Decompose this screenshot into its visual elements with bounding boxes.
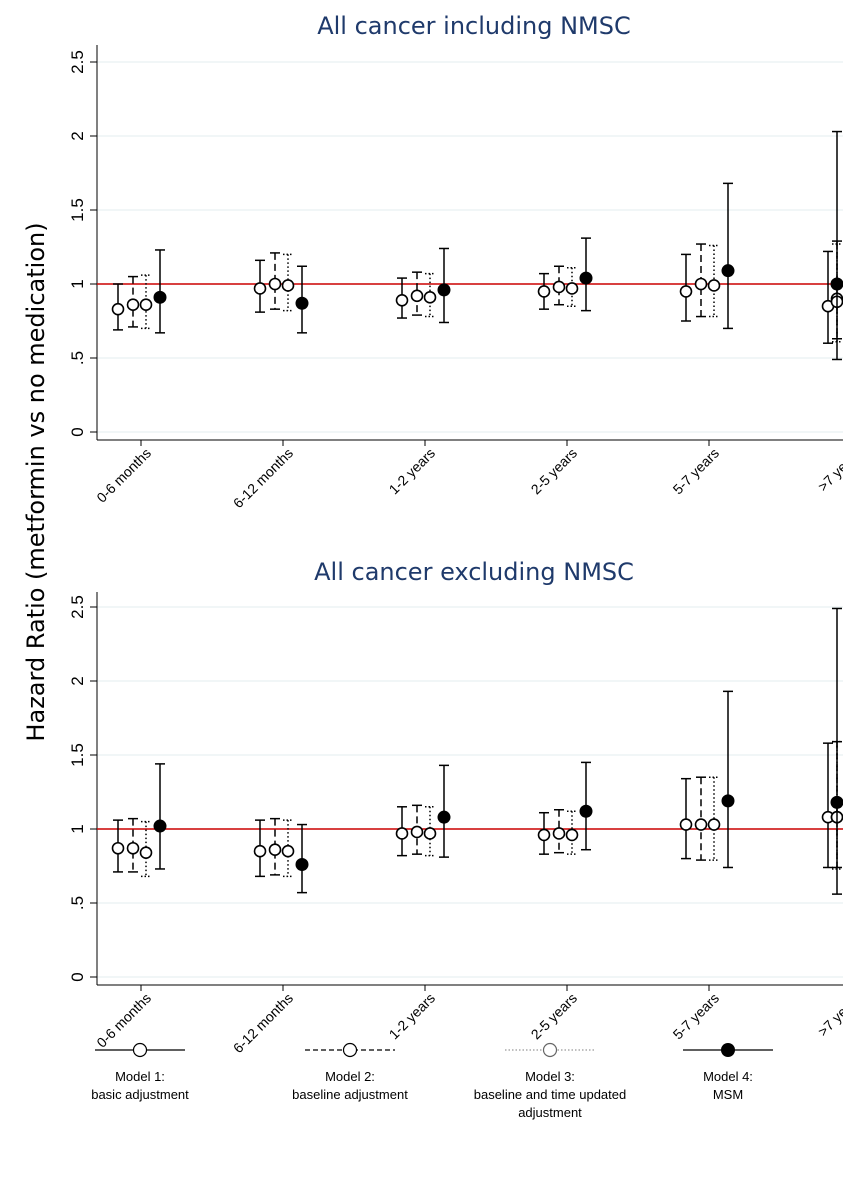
point-estimate <box>565 828 579 842</box>
y-tick-label: 2 <box>68 676 87 685</box>
x-tick-label: >7 years <box>815 990 843 1040</box>
legend-marker <box>132 1042 148 1058</box>
legend-label: Model 3: baseline and time updated adjustm… <box>474 1069 627 1120</box>
point-estimate <box>552 827 566 840</box>
x-tick-label: 0-6 months <box>93 990 154 1051</box>
point-estimate <box>253 282 267 295</box>
point-estimate <box>268 843 282 857</box>
point-estimate <box>281 844 295 858</box>
x-tick-label: 1-2 years <box>386 990 439 1043</box>
point-estimate <box>153 290 167 304</box>
y-tick-label: 1 <box>68 824 87 833</box>
point-estimate <box>694 277 708 291</box>
point-estimate <box>579 804 593 818</box>
y-tick-label: 2 <box>68 131 87 140</box>
legend: Model 1: basic adjustment Model 2: baseline… <box>91 1042 773 1120</box>
point-estimate <box>139 298 153 312</box>
x-tick-label: 5-7 years <box>670 445 723 498</box>
point-estimate <box>268 277 282 291</box>
point-estimate <box>537 285 551 298</box>
y-tick-label: 1.5 <box>68 743 87 767</box>
y-tick-label: 1 <box>68 279 87 288</box>
legend-label: Model 2: baseline adjustment <box>292 1069 408 1102</box>
point-estimate <box>437 283 451 297</box>
y-axis-label: Hazard Ratio (metformin vs no medication… <box>22 222 50 741</box>
panel-title: All cancer excluding NMSC <box>314 558 634 586</box>
x-tick-label: 1-2 years <box>386 445 439 498</box>
x-tick-label: 5-7 years <box>670 990 723 1043</box>
point-estimate <box>423 291 437 304</box>
panel-including-nmsc: All cancer including NMSC 0 .5 1 1.5 2 2.5 0-6… <box>68 12 843 511</box>
point-estimate <box>437 810 451 824</box>
legend-label: Model 1: basic adjustment <box>91 1069 189 1102</box>
y-tick-label: 0 <box>68 427 87 436</box>
legend-marker <box>721 1043 735 1057</box>
point-estimate <box>679 818 693 831</box>
legend-label: Model 4: MSM <box>703 1069 753 1102</box>
point-estimate <box>552 280 566 294</box>
point-estimate <box>707 279 721 292</box>
point-estimate <box>579 271 593 285</box>
legend-marker <box>542 1042 558 1058</box>
point-estimate <box>395 827 409 840</box>
point-estimate <box>126 298 140 312</box>
point-estimate <box>410 289 424 303</box>
point-estimate <box>707 818 721 831</box>
x-tick-label: 2-5 years <box>528 990 581 1043</box>
point-estimate <box>253 844 267 858</box>
point-estimate <box>830 795 843 809</box>
panel-title: All cancer including NMSC <box>317 12 631 40</box>
legend-marker <box>342 1042 358 1058</box>
point-estimate <box>721 264 735 278</box>
point-estimate <box>565 282 579 295</box>
point-estimate <box>111 841 125 855</box>
point-estimate <box>295 296 309 310</box>
point-estimate <box>679 285 693 298</box>
point-estimate <box>395 293 409 307</box>
point-estimate <box>423 827 437 840</box>
point-estimate <box>139 846 153 859</box>
x-tick-label: 2-5 years <box>528 445 581 498</box>
point-estimate <box>111 302 125 316</box>
point-estimate <box>153 819 167 833</box>
point-estimate <box>721 794 735 808</box>
x-tick-label: 6-12 months <box>230 990 296 1056</box>
y-tick-label: .5 <box>68 351 87 365</box>
y-tick-label: .5 <box>68 896 87 910</box>
point-estimate <box>126 841 140 855</box>
y-tick-label: 2.5 <box>68 50 87 74</box>
y-tick-label: 2.5 <box>68 595 87 619</box>
point-estimate <box>537 828 551 842</box>
point-estimate <box>410 825 424 839</box>
panel-excluding-nmsc: All cancer excluding NMSC 0 .5 1 1.5 2 2.5 0-6… <box>68 558 843 1056</box>
x-tick-label: >7 years <box>815 445 843 495</box>
y-tick-label: 0 <box>68 972 87 981</box>
y-tick-label: 1.5 <box>68 198 87 222</box>
point-estimate <box>830 277 843 291</box>
point-estimate <box>281 279 295 292</box>
x-tick-label: 0-6 months <box>93 445 154 506</box>
point-estimate <box>295 858 309 872</box>
point-estimate <box>694 818 708 831</box>
x-tick-label: 6-12 months <box>230 445 296 511</box>
